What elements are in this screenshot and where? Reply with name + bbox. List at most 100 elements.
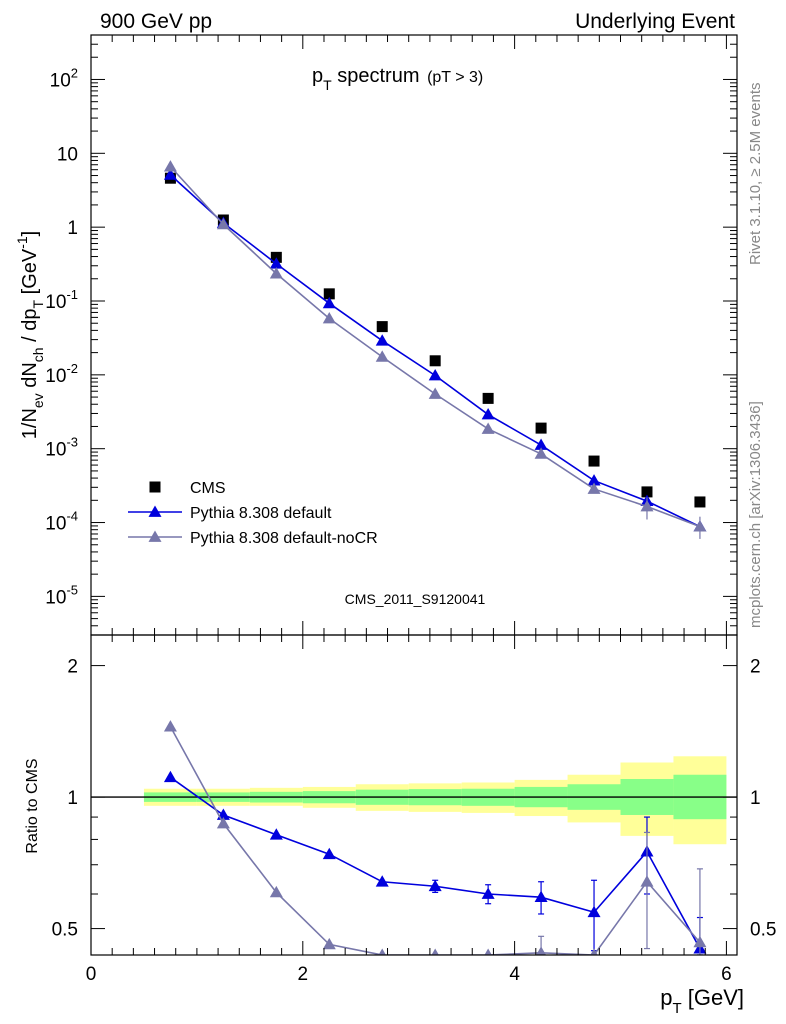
data-point bbox=[694, 496, 706, 508]
ratio-ylabel: Ratio to CMS bbox=[24, 758, 41, 853]
series-line bbox=[169, 726, 701, 955]
data-point bbox=[163, 168, 177, 180]
top-ylabel: 1/Nev dNch / dpT [GeV-1] bbox=[14, 231, 46, 439]
legend-item: Pythia 8.308 default bbox=[128, 505, 332, 522]
data-point bbox=[163, 720, 177, 732]
data-point bbox=[588, 455, 600, 467]
ratio-series-pythia-8-308-default-nocr bbox=[163, 720, 707, 955]
data-point bbox=[693, 935, 707, 948]
data-point bbox=[163, 160, 177, 172]
series-pythia-8-308-default-nocr bbox=[163, 160, 707, 532]
data-point bbox=[431, 948, 439, 955]
y-tick-label: 1 bbox=[67, 218, 78, 239]
data-point bbox=[481, 408, 495, 420]
plot-title-rest: spectrum bbox=[332, 65, 420, 87]
data-point bbox=[376, 321, 388, 333]
x-tick-label: 0 bbox=[86, 964, 97, 985]
data-point bbox=[322, 937, 336, 950]
header-left: 900 GeV pp bbox=[100, 10, 212, 33]
x-tick-label: 6 bbox=[721, 964, 732, 985]
data-point bbox=[375, 875, 389, 887]
data-point bbox=[269, 267, 283, 279]
legend-marker bbox=[148, 530, 162, 542]
legend-item: Pythia 8.308 default-noCR bbox=[128, 530, 378, 547]
y-tick-label: 10-1 bbox=[45, 287, 78, 313]
data-point bbox=[481, 422, 495, 434]
plot-title-sub: T bbox=[323, 77, 332, 93]
ratio-panel: 0 2 4 6 0.5 0.5 1 1 2 2 bbox=[52, 634, 776, 985]
data-point bbox=[322, 311, 336, 324]
data-point bbox=[535, 422, 547, 434]
x-tick-label: 2 bbox=[298, 964, 309, 985]
data-point bbox=[481, 887, 495, 899]
series-cms bbox=[164, 172, 706, 508]
svg-text:pT spectrum (pT > 3): pT spectrum (pT > 3) bbox=[312, 65, 483, 93]
ratio-frame bbox=[90, 634, 738, 956]
ratio-plot-area bbox=[91, 720, 737, 955]
ratio-series-pythia-8-308-default bbox=[163, 770, 707, 955]
y-tick-label: 2 bbox=[67, 657, 78, 678]
mcplots-citation-text: mcplots.cern.ch [arXiv:1306.3436] bbox=[747, 401, 764, 628]
data-point bbox=[216, 217, 230, 230]
data-point bbox=[587, 482, 601, 494]
y-tick-label: 10-5 bbox=[45, 582, 78, 608]
legend-label: Pythia 8.308 default-noCR bbox=[190, 530, 378, 547]
y-tick-label: 0.5 bbox=[52, 920, 78, 941]
analysis-watermark: CMS_2011_S9120041 bbox=[345, 591, 486, 607]
y-tick-label: 10-3 bbox=[45, 435, 78, 461]
spectrum-panel: 10-5 10-4 10-3 10-2 10-1 1 10 102 bbox=[45, 34, 738, 636]
y-tick-label-right: 0.5 bbox=[750, 920, 776, 941]
data-point bbox=[378, 948, 386, 955]
x-tick-label: 4 bbox=[509, 964, 520, 985]
data-point bbox=[482, 392, 494, 404]
y-tick-label: 1 bbox=[67, 788, 78, 809]
data-point bbox=[534, 447, 548, 459]
header-right: Underlying Event bbox=[575, 10, 735, 33]
data-point bbox=[590, 948, 598, 955]
series-pythia-8-308-default bbox=[163, 168, 707, 532]
plot-title: pT spectrum (pT > 3) bbox=[312, 65, 483, 93]
data-point bbox=[640, 875, 654, 887]
plot-title-main: p bbox=[312, 65, 323, 87]
data-point bbox=[429, 355, 441, 367]
data-point bbox=[428, 368, 442, 381]
legend-marker bbox=[149, 481, 161, 493]
series-line bbox=[169, 166, 701, 528]
series-line bbox=[169, 174, 701, 528]
data-point bbox=[323, 288, 335, 300]
data-point bbox=[269, 257, 283, 269]
data-point bbox=[322, 847, 336, 860]
data-point bbox=[163, 770, 177, 783]
y-tick-label: 10-2 bbox=[45, 361, 78, 387]
rivet-version-text: Rivet 3.1.10, ≥ 2.5M events bbox=[747, 83, 764, 266]
y-tick-label: 102 bbox=[50, 65, 78, 91]
data-point bbox=[428, 879, 442, 892]
data-point bbox=[534, 890, 548, 903]
spectrum-frame bbox=[90, 34, 738, 636]
legend: CMS Pythia 8.308 default Pythia 8.308 defa… bbox=[128, 480, 378, 547]
data-point bbox=[269, 828, 283, 840]
data-point bbox=[322, 296, 336, 309]
y-tick-label-right: 1 bbox=[750, 788, 761, 809]
legend-label: Pythia 8.308 default bbox=[190, 505, 332, 522]
y-tick-label: 10 bbox=[57, 144, 78, 165]
data-point bbox=[428, 387, 442, 399]
data-point bbox=[534, 438, 548, 450]
data-point bbox=[587, 474, 601, 486]
legend-item: CMS bbox=[149, 480, 226, 497]
xlabel: pT [GeV] bbox=[660, 985, 744, 1017]
data-point bbox=[641, 486, 653, 498]
data-point bbox=[216, 817, 230, 829]
plot-title-note: (pT > 3) bbox=[427, 69, 483, 86]
data-point bbox=[587, 905, 601, 918]
data-point bbox=[375, 350, 389, 362]
data-point bbox=[484, 948, 492, 955]
data-point bbox=[375, 334, 389, 346]
legend-marker bbox=[148, 505, 162, 517]
y-tick-label-right: 2 bbox=[750, 657, 761, 678]
data-point bbox=[536, 946, 547, 955]
data-point bbox=[269, 885, 283, 898]
y-tick-label: 10-4 bbox=[45, 509, 78, 535]
legend-label: CMS bbox=[190, 480, 226, 497]
